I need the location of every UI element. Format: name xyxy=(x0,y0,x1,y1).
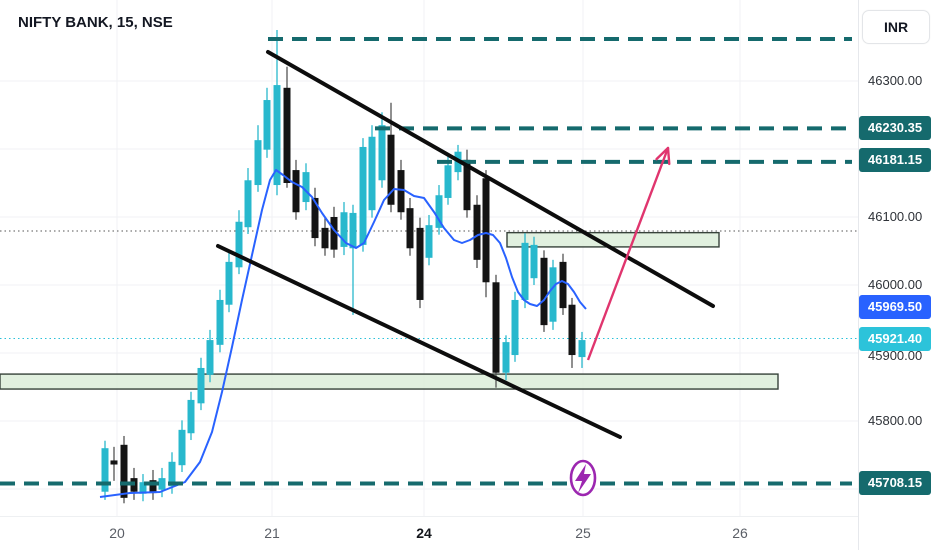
candle-body xyxy=(197,367,205,404)
candle-body xyxy=(540,257,548,326)
price-label-pill: 46181.15 xyxy=(859,148,931,172)
time-axis-label: 21 xyxy=(264,525,280,541)
price-chart-canvas[interactable] xyxy=(0,0,858,516)
ma-line xyxy=(99,169,587,498)
candle-body xyxy=(178,429,186,466)
candle-body xyxy=(292,170,300,213)
projection-arrow[interactable] xyxy=(586,146,671,361)
arrow-shaft xyxy=(586,147,670,361)
candle-body xyxy=(368,136,376,211)
candle-body xyxy=(187,399,195,434)
price-axis-label: 45800.00 xyxy=(868,413,923,428)
candle-body xyxy=(530,244,538,279)
arrow-head xyxy=(666,146,671,166)
candle-body xyxy=(578,340,586,358)
candle-body xyxy=(568,304,576,356)
time-axis-label: 24 xyxy=(416,525,432,541)
price-label-pill: 45921.40 xyxy=(859,327,931,351)
candle-body xyxy=(302,172,310,203)
candle-body xyxy=(158,478,166,490)
candle-body xyxy=(149,480,157,494)
price-axis[interactable]: INR 46300.00 46100.00 46000.00 45900.00 4580… xyxy=(858,0,932,516)
candle-body xyxy=(254,140,262,186)
lightning-bolt-icon xyxy=(575,464,591,493)
price-axis-label: 45900.00 xyxy=(868,348,923,363)
candle-body xyxy=(139,482,147,494)
candle-body xyxy=(359,146,367,245)
candle-body xyxy=(330,217,338,250)
candle-body xyxy=(444,165,452,198)
candle-body xyxy=(206,340,214,375)
candle-body xyxy=(425,225,433,258)
candle-body xyxy=(120,444,128,498)
candle-body xyxy=(482,178,490,283)
price-axis-label: 46100.00 xyxy=(868,209,923,224)
demand-zone[interactable] xyxy=(0,373,779,390)
candle-body xyxy=(273,85,281,186)
candle-body xyxy=(340,212,348,247)
time-axis-label: 26 xyxy=(732,525,748,541)
candle-body xyxy=(406,208,414,249)
currency-button[interactable]: INR xyxy=(862,10,930,44)
candle-body xyxy=(416,227,424,300)
candle-body xyxy=(283,87,291,183)
trendline-lower-channel[interactable] xyxy=(216,244,622,439)
supply-zone[interactable] xyxy=(506,231,720,248)
candle-body xyxy=(216,299,224,345)
candle-body xyxy=(387,134,395,205)
price-label-pill: 46230.35 xyxy=(859,116,931,140)
time-axis[interactable]: 20 21 24 25 26 xyxy=(0,516,858,550)
candle-body xyxy=(311,197,319,239)
candle-body xyxy=(110,460,118,465)
candle-body xyxy=(321,227,329,249)
candle-body xyxy=(463,159,471,211)
candle-body xyxy=(559,261,567,309)
candle-body xyxy=(473,204,481,260)
candle-body xyxy=(244,180,252,228)
candle-body xyxy=(101,448,109,492)
candle-body xyxy=(168,461,176,487)
candle-body xyxy=(225,261,233,305)
price-axis-label: 46300.00 xyxy=(868,73,923,88)
price-label-pill: 45969.50 xyxy=(859,295,931,319)
candle-body xyxy=(349,212,357,249)
candles xyxy=(101,30,586,504)
symbol-title[interactable]: NIFTY BANK, 15, NSE xyxy=(18,14,173,31)
candle-body xyxy=(502,342,510,373)
candle-body xyxy=(511,299,519,356)
candle-body xyxy=(549,267,557,322)
candle-body xyxy=(492,282,500,373)
candle-body xyxy=(378,125,386,181)
price-axis-label: 46000.00 xyxy=(868,277,923,292)
time-axis-label: 20 xyxy=(109,525,125,541)
candle-body xyxy=(397,170,405,213)
trendline-upper-channel[interactable] xyxy=(266,50,715,308)
time-axis-label: 25 xyxy=(575,525,591,541)
arrow-head xyxy=(655,146,670,161)
chart-pane[interactable]: NIFTY BANK, 15, NSE xyxy=(0,0,858,516)
axis-corner xyxy=(858,516,932,550)
candle-body xyxy=(521,242,529,300)
price-label-pill: 45708.15 xyxy=(859,471,931,495)
lightning-marker[interactable] xyxy=(569,459,597,497)
candle-body xyxy=(263,100,271,150)
candle-body xyxy=(435,195,443,228)
candle-body xyxy=(235,221,243,268)
